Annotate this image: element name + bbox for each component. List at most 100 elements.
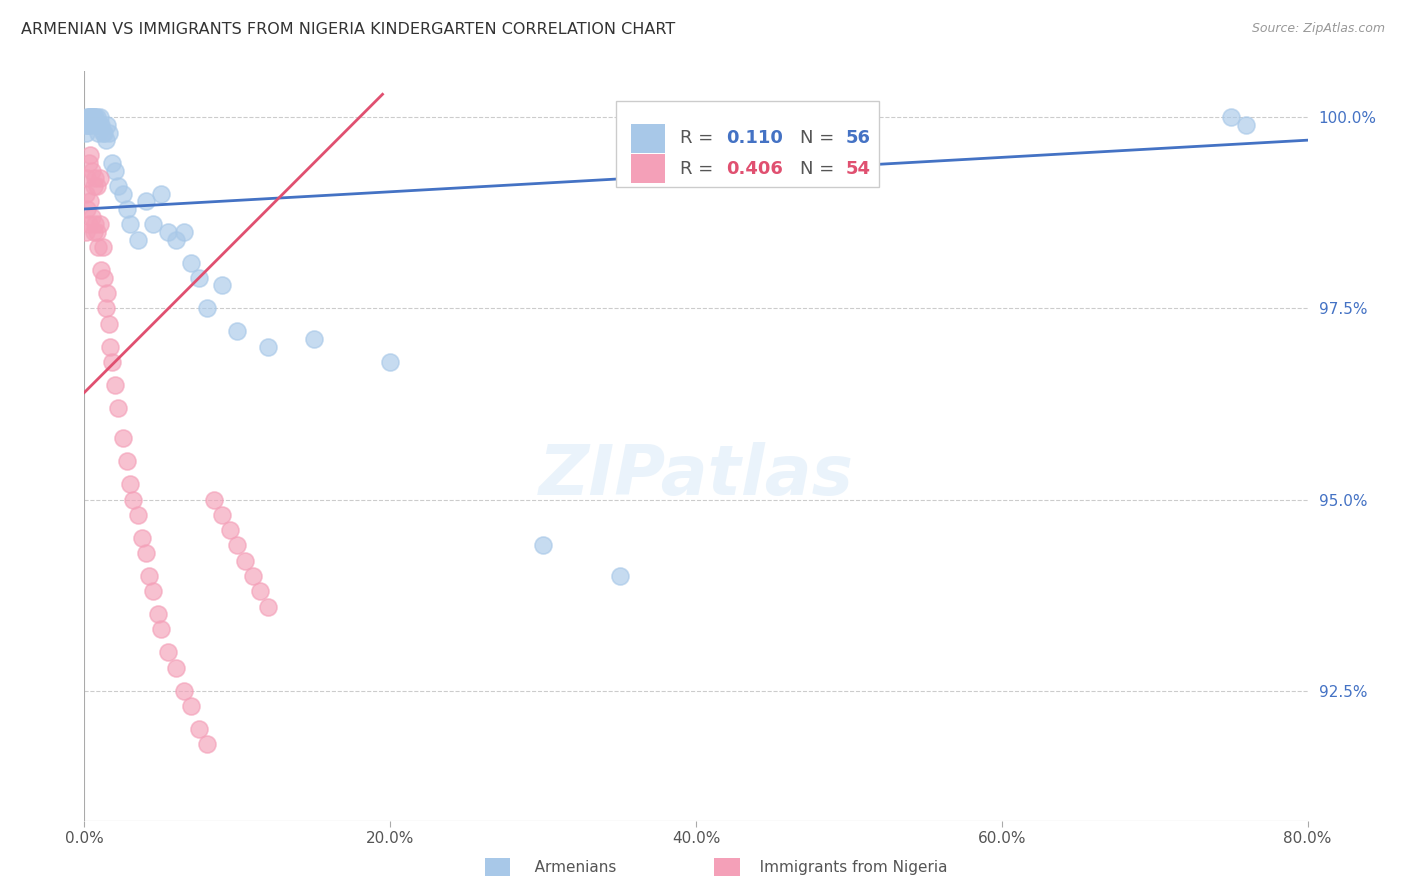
Point — [77, 118, 100, 132]
Point — [122, 492, 145, 507]
Point — [380, 355, 402, 369]
Point — [107, 401, 129, 415]
Point — [89, 118, 111, 132]
Point — [669, 110, 692, 124]
Point — [138, 569, 160, 583]
Point — [80, 163, 103, 178]
Point — [83, 110, 105, 124]
Point — [107, 179, 129, 194]
Point — [195, 301, 218, 316]
Bar — [631, 124, 665, 153]
Point — [173, 225, 195, 239]
Point — [195, 737, 218, 751]
Bar — [631, 154, 665, 183]
Point — [87, 118, 110, 132]
Point — [157, 645, 180, 659]
Point — [76, 110, 98, 124]
Point — [84, 217, 107, 231]
Point — [257, 340, 280, 354]
Point — [79, 110, 101, 124]
Point — [142, 584, 165, 599]
Point — [180, 255, 202, 269]
Point — [242, 569, 264, 583]
Text: R =: R = — [681, 160, 718, 178]
Point — [94, 301, 117, 316]
Point — [79, 148, 101, 162]
Point — [111, 431, 134, 445]
Point — [257, 599, 280, 614]
Point — [89, 217, 111, 231]
Point — [83, 225, 105, 239]
Point — [135, 194, 157, 209]
Point — [87, 240, 110, 254]
Point — [700, 118, 723, 132]
Point — [165, 233, 187, 247]
Text: 56: 56 — [845, 129, 870, 147]
Point — [75, 118, 97, 132]
Point — [180, 698, 202, 713]
Point — [86, 179, 108, 194]
Text: Immigrants from Nigeria: Immigrants from Nigeria — [745, 860, 948, 874]
Point — [211, 508, 233, 522]
Point — [127, 508, 149, 522]
Point — [685, 110, 707, 124]
Point — [80, 110, 103, 124]
Text: ZIPatlas: ZIPatlas — [538, 442, 853, 509]
Point — [77, 110, 100, 124]
Point — [111, 186, 134, 201]
Point — [89, 171, 111, 186]
Point — [83, 179, 105, 194]
Point — [96, 118, 118, 132]
Point — [149, 186, 172, 201]
Point — [249, 584, 271, 599]
Point — [146, 607, 169, 622]
Point — [1220, 110, 1243, 124]
Point — [188, 270, 211, 285]
Point — [173, 683, 195, 698]
Point — [104, 163, 127, 178]
Point — [75, 126, 97, 140]
Point — [87, 126, 110, 140]
Point — [77, 156, 100, 170]
Bar — [616, 102, 880, 187]
Point — [142, 217, 165, 231]
Point — [94, 133, 117, 147]
Point — [97, 126, 120, 140]
Point — [86, 118, 108, 132]
Point — [93, 270, 115, 285]
Point — [84, 110, 107, 124]
Point — [218, 523, 240, 537]
Point — [101, 156, 124, 170]
Text: Source: ZipAtlas.com: Source: ZipAtlas.com — [1251, 22, 1385, 36]
Point — [302, 332, 325, 346]
Text: 0.110: 0.110 — [727, 129, 783, 147]
Point — [165, 661, 187, 675]
Point — [98, 340, 121, 354]
Point — [96, 286, 118, 301]
Point — [77, 110, 100, 124]
Point — [120, 477, 142, 491]
Point — [93, 126, 115, 140]
Text: N =: N = — [800, 160, 839, 178]
Point — [80, 110, 103, 124]
Point — [1236, 118, 1258, 132]
Point — [76, 202, 98, 216]
Point — [101, 355, 124, 369]
Point — [211, 278, 233, 293]
Text: R =: R = — [681, 129, 718, 147]
Point — [120, 217, 142, 231]
Point — [77, 217, 100, 231]
Text: 0.406: 0.406 — [727, 160, 783, 178]
Point — [86, 110, 108, 124]
Point — [531, 538, 554, 552]
Text: Armenians: Armenians — [520, 860, 617, 874]
Point — [654, 118, 676, 132]
Point — [104, 377, 127, 392]
Point — [84, 118, 107, 132]
Point — [90, 263, 112, 277]
Point — [91, 126, 114, 140]
Point — [115, 454, 138, 468]
Text: N =: N = — [800, 129, 839, 147]
Point — [75, 186, 97, 201]
Point — [86, 225, 108, 239]
